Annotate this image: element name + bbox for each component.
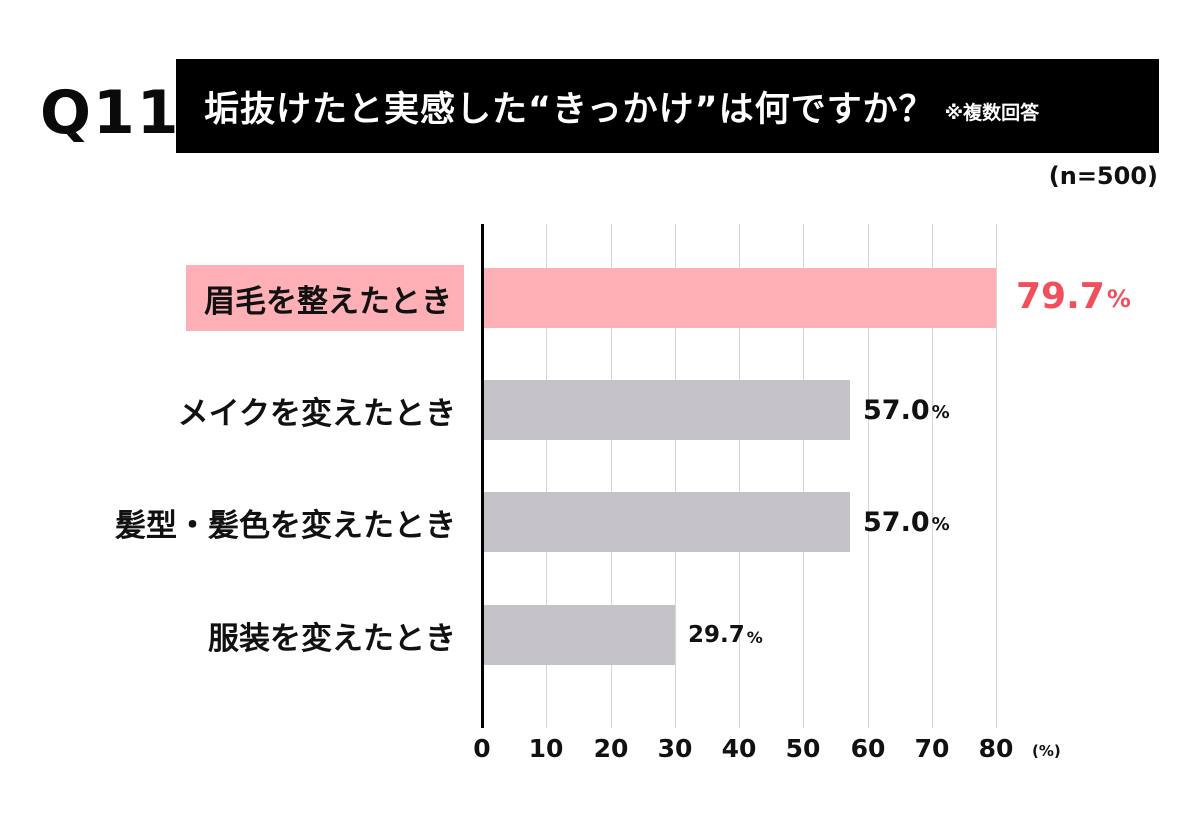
value-number: 57.0 — [863, 394, 930, 426]
chart-title: 垢抜けたと実感した“きっかけ”は何ですか？ — [204, 89, 935, 130]
gridline-20 — [611, 224, 612, 728]
percent-sign: % — [931, 402, 950, 423]
percent-sign: % — [746, 628, 763, 647]
gridline-40 — [739, 224, 740, 728]
question-number: Q11 — [40, 78, 181, 148]
x-tick-label: 80 — [978, 734, 1014, 763]
value-label: 57.0% — [863, 492, 950, 552]
gridline-30 — [675, 224, 676, 728]
value-number: 29.7 — [688, 622, 745, 648]
category-label: 服装を変えたとき — [208, 620, 456, 657]
value-label: 29.7% — [688, 605, 763, 665]
x-tick-label: 0 — [473, 734, 491, 763]
x-axis-unit: (%) — [1032, 742, 1061, 760]
gridline-10 — [546, 224, 547, 728]
x-tick-label: 40 — [721, 734, 757, 763]
x-tick-label: 10 — [528, 734, 564, 763]
x-tick-label: 50 — [785, 734, 821, 763]
gridline-50 — [803, 224, 804, 728]
title-banner: 垢抜けたと実感した“きっかけ”は何ですか？ ※複数回答 — [176, 59, 1159, 153]
gridline-70 — [932, 224, 933, 728]
multiple-answer-note: ※複数回答 — [944, 101, 1040, 124]
y-axis-line — [481, 224, 484, 728]
sample-size: (n=500) — [1048, 162, 1158, 190]
bar-makeup — [484, 380, 850, 440]
category-label: 眉毛を整えたとき — [186, 265, 464, 331]
x-tick-label: 70 — [914, 734, 950, 763]
value-label: 57.0% — [863, 380, 950, 440]
gridline-60 — [868, 224, 869, 728]
percent-sign: % — [1106, 284, 1131, 313]
bar-clothing — [484, 605, 675, 665]
bar-eyebrows — [484, 268, 996, 328]
value-number: 57.0 — [863, 506, 930, 538]
value-label: 79.7% — [1016, 266, 1131, 326]
bar-hair — [484, 492, 850, 552]
category-label: メイクを変えたとき — [177, 395, 456, 432]
x-tick-label: 30 — [657, 734, 693, 763]
x-tick-label: 20 — [593, 734, 629, 763]
percent-sign: % — [931, 514, 950, 535]
value-number: 79.7 — [1016, 275, 1105, 317]
category-label: 髪型・髪色を変えたとき — [115, 507, 456, 544]
x-tick-label: 60 — [850, 734, 886, 763]
gridline-80 — [996, 224, 997, 728]
